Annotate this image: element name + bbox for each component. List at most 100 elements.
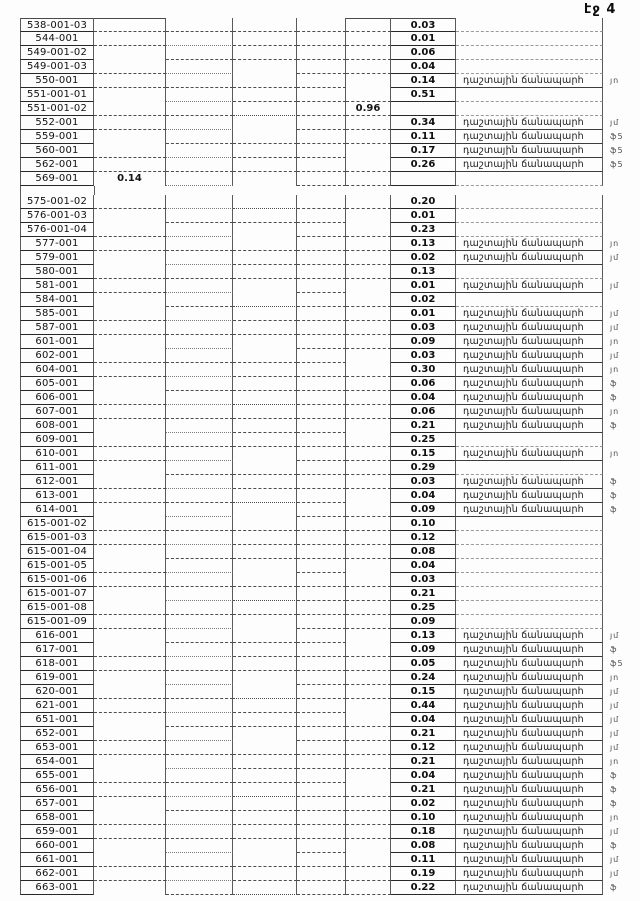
- empty-cell: [166, 46, 233, 60]
- land-use-cell: դաշտային ճանապարհ: [456, 307, 603, 321]
- table-row: 581-001 0.01 դաշտային ճանապարհ յմ: [20, 279, 640, 293]
- empty-cell: [166, 531, 233, 545]
- margin-mark: [603, 587, 640, 601]
- parcel-code-cell: 615-001-05: [20, 559, 94, 573]
- empty-cell: [94, 279, 166, 293]
- empty-cell: [233, 158, 297, 172]
- empty-cell: [297, 657, 346, 671]
- land-use-cell: դաշտային ճանապարհ: [456, 447, 603, 461]
- empty-cell: [346, 601, 391, 615]
- parcel-code-cell: 619-001: [20, 671, 94, 685]
- empty-cell: [233, 727, 297, 741]
- land-use-cell: դաշտային ճանապարհ: [456, 279, 603, 293]
- area-value-cell: 0.06: [391, 405, 456, 419]
- parcel-code-cell: 611-001: [20, 461, 94, 475]
- land-use-cell: դաշտային ճանապարհ: [456, 158, 603, 172]
- empty-cell: [346, 116, 391, 130]
- empty-cell: [94, 797, 166, 811]
- empty-cell: [233, 699, 297, 713]
- empty-cell: [166, 18, 233, 32]
- empty-cell: [233, 251, 297, 265]
- parcel-code-cell: 580-001: [20, 265, 94, 279]
- empty-cell: [166, 853, 233, 867]
- table-row: 551-001-02 0.96: [20, 102, 640, 116]
- empty-cell: [297, 643, 346, 657]
- land-use-cell: [456, 517, 603, 531]
- parcel-code-cell: 601-001: [20, 335, 94, 349]
- empty-cell: [94, 699, 166, 713]
- parcel-code-cell: 657-001: [20, 797, 94, 811]
- empty-cell: [297, 46, 346, 60]
- empty-cell: [297, 559, 346, 573]
- parcel-code-cell: 576-001-03: [20, 209, 94, 223]
- margin-mark: յմ: [610, 253, 620, 262]
- table-row: 585-001 0.01 դաշտային ճանապարհ յմ: [20, 307, 640, 321]
- empty-cell: [233, 811, 297, 825]
- empty-cell: [297, 265, 346, 279]
- margin-mark: [603, 223, 640, 237]
- land-use-cell: դաշտային ճանապարհ: [456, 783, 603, 797]
- empty-cell: [166, 195, 233, 209]
- table-row: 658-001 0.10 դաշտային ճանապարհ յո: [20, 811, 640, 825]
- area-value-cell: 0.13: [391, 629, 456, 643]
- empty-cell: [346, 867, 391, 881]
- empty-cell: [233, 209, 297, 223]
- empty-cell: [94, 130, 166, 144]
- empty-cell: [94, 195, 166, 209]
- table-row: 549-001-03 0.04: [20, 60, 640, 74]
- table-row: 617-001 0.09 դաշտային ճանապարհ ֆ: [20, 643, 640, 657]
- area-value-cell: 0.10: [391, 517, 456, 531]
- area-value-cell: 0.04: [391, 489, 456, 503]
- empty-cell: [233, 601, 297, 615]
- land-use-cell: [456, 32, 603, 46]
- empty-cell: [233, 517, 297, 531]
- empty-cell: [166, 158, 233, 172]
- parcel-code-cell: 651-001: [20, 713, 94, 727]
- empty-cell: [166, 741, 233, 755]
- empty-cell: [346, 130, 391, 144]
- parcel-code-cell: 606-001: [20, 391, 94, 405]
- table-row: 616-001 0.13 դաշտային ճանապարհ յմ: [20, 629, 640, 643]
- empty-cell: [166, 307, 233, 321]
- empty-cell: [166, 144, 233, 158]
- empty-cell: [297, 419, 346, 433]
- empty-cell: [166, 377, 233, 391]
- empty-cell: [233, 475, 297, 489]
- parcel-code-cell: 581-001: [20, 279, 94, 293]
- empty-cell: [94, 881, 166, 895]
- area-value-cell: 0.20: [391, 195, 456, 209]
- parcel-code-cell: 620-001: [20, 685, 94, 699]
- area-value-cell: 0.15: [391, 447, 456, 461]
- empty-cell: [233, 573, 297, 587]
- empty-cell: [233, 881, 297, 895]
- empty-cell: [346, 881, 391, 895]
- empty-cell: [297, 405, 346, 419]
- margin-mark: յո: [610, 239, 620, 248]
- empty-cell: [166, 881, 233, 895]
- margin-mark: [603, 545, 640, 559]
- parcel-code-cell: 614-001: [20, 503, 94, 517]
- area-value-cell: 0.21: [391, 755, 456, 769]
- area-value-cell: 0.21: [391, 783, 456, 797]
- empty-cell: [166, 615, 233, 629]
- parcel-code-cell: 602-001: [20, 349, 94, 363]
- empty-cell: [297, 489, 346, 503]
- land-use-cell: [456, 195, 603, 209]
- empty-cell: [94, 559, 166, 573]
- land-use-cell: [456, 293, 603, 307]
- empty-cell: [297, 433, 346, 447]
- page-number-label: էջ 4: [584, 2, 617, 17]
- land-use-cell: դաշտային ճանապարհ: [456, 685, 603, 699]
- parcel-code-cell: 576-001-04: [20, 223, 94, 237]
- area-value-cell: 0.03: [391, 475, 456, 489]
- empty-cell: [166, 545, 233, 559]
- land-use-cell: [456, 209, 603, 223]
- empty-cell: [166, 811, 233, 825]
- empty-cell: [346, 615, 391, 629]
- margin-mark: յմ: [610, 118, 620, 127]
- empty-cell: [297, 377, 346, 391]
- empty-cell: [94, 116, 166, 130]
- empty-cell: [94, 419, 166, 433]
- margin-mark: ֆ: [610, 841, 618, 850]
- empty-cell: [297, 321, 346, 335]
